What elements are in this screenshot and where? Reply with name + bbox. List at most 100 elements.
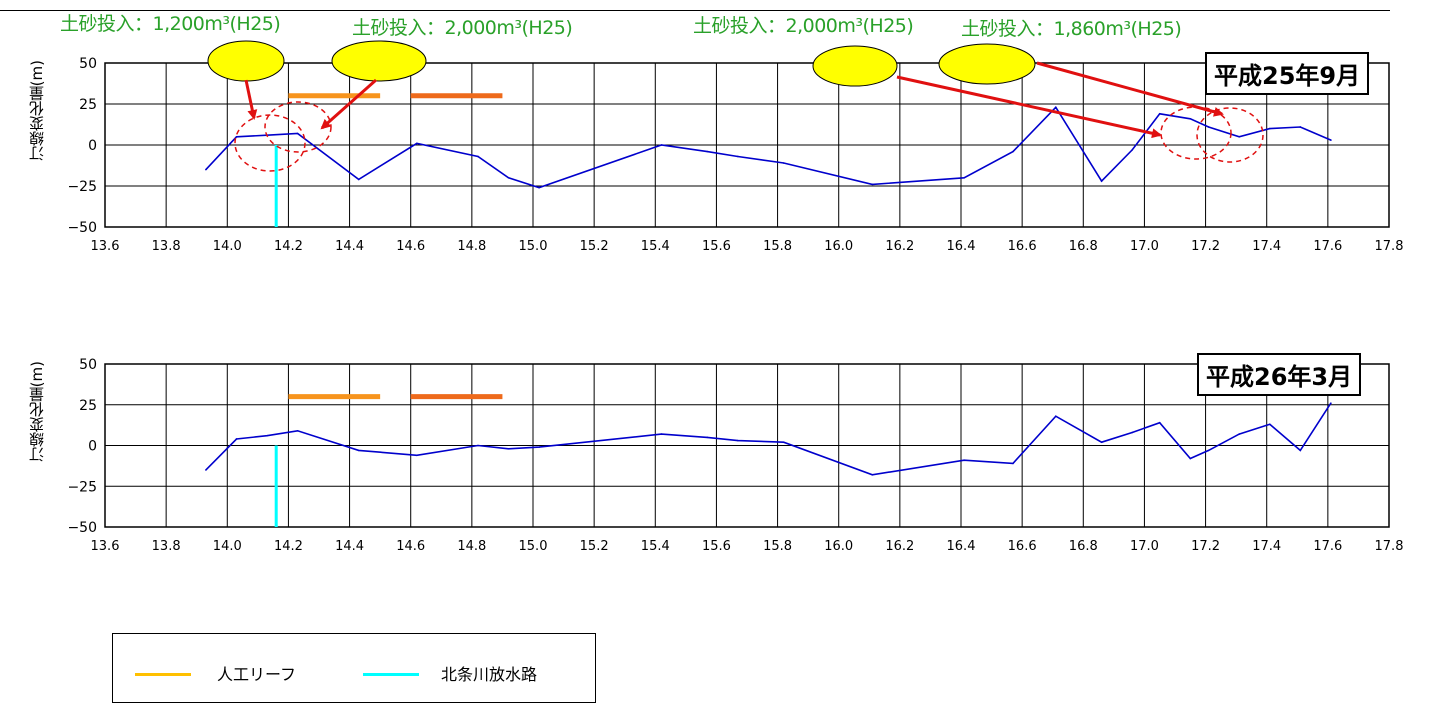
data-point [782, 162, 785, 164]
x-tick-label: 15.6 [702, 539, 731, 554]
data-point [296, 430, 299, 432]
x-tick-label: 14.8 [457, 239, 486, 254]
x-tick-label: 16.8 [1069, 539, 1098, 554]
placement-arrow [320, 78, 377, 130]
sand-placement-ellipse [812, 45, 898, 87]
data-point [1238, 136, 1240, 138]
y-axis-label: 汀線変化量(m) [28, 60, 46, 162]
plot-frame [104, 62, 1390, 228]
data-point [1268, 423, 1271, 426]
x-tick-label: 17.8 [1375, 539, 1404, 554]
x-tick-label: 16.0 [824, 239, 853, 254]
data-point [1131, 149, 1133, 151]
y-tick-label: 25 [79, 398, 97, 414]
data-point [871, 474, 874, 476]
data-point [1207, 126, 1210, 128]
y-tick-label: 25 [79, 97, 97, 113]
data-point [871, 183, 874, 186]
data-point [1330, 139, 1332, 141]
x-tick-label: 14.8 [457, 539, 486, 554]
x-tick-label: 15.8 [763, 239, 792, 254]
data-point [235, 136, 238, 138]
shoreline-change-line [205, 402, 1332, 476]
data-point [205, 168, 207, 171]
data-point [660, 433, 663, 435]
legend-reef-swatch [135, 673, 191, 676]
x-tick-label: 16.2 [885, 539, 914, 554]
x-tick-label: 15.4 [641, 539, 670, 554]
x-tick-label: 17.4 [1252, 239, 1281, 254]
x-tick-label: 16.6 [1008, 539, 1037, 554]
legend-outfall-swatch [363, 673, 419, 676]
data-point [507, 177, 510, 179]
x-tick-label: 17.6 [1313, 239, 1342, 254]
chart-h25-09: 13.6 13.8 14.0 14.2 14.4 14.6 14.8 15.0 15.2 15.4… [67, 56, 1403, 254]
x-tick-label: 14.6 [396, 239, 425, 254]
data-point [477, 444, 479, 447]
data-point [1238, 433, 1240, 435]
y-tick-label: −25 [67, 179, 97, 195]
data-point [477, 155, 479, 158]
x-tick-label: 16.8 [1069, 239, 1098, 254]
data-point [1054, 106, 1057, 109]
x-tick-label: 13.8 [152, 239, 181, 254]
legend: 人工リーフ 北条川放水路 [112, 633, 596, 703]
y-tick-label: 50 [79, 56, 97, 72]
chart-h26-03: 13.6 13.8 14.0 14.2 14.4 14.6 14.8 15.0 15.2 15.4… [67, 357, 1403, 554]
data-point [782, 441, 785, 444]
data-point [296, 132, 299, 135]
sand-placement-note: 土砂投入：2,000m³(H25) [693, 15, 914, 37]
y-axis-label: 汀線変化量(m) [28, 361, 46, 463]
placement-arrow [244, 79, 258, 120]
data-point [1100, 180, 1103, 182]
data-point [416, 142, 418, 145]
x-tick-label: 17.6 [1313, 539, 1342, 554]
x-tick-label: 15.0 [519, 239, 548, 254]
data-point [963, 177, 965, 179]
x-tick-label: 17.4 [1252, 539, 1281, 554]
x-tick-label: 15.6 [702, 239, 731, 254]
data-point [1207, 449, 1210, 452]
plot-frame [104, 363, 1390, 528]
data-point [1158, 113, 1161, 115]
data-point [1189, 117, 1192, 120]
legend-outfall-label: 北条川放水路 [441, 665, 538, 684]
data-point [737, 155, 739, 158]
y-tick-label: 0 [88, 439, 97, 455]
target-area-circle [234, 114, 306, 172]
y-tick-label: −50 [67, 220, 97, 236]
x-tick-label: 15.2 [580, 239, 609, 254]
data-point [538, 446, 540, 448]
data-point [205, 469, 207, 471]
x-tick-label: 15.0 [519, 539, 548, 554]
data-point [416, 454, 418, 457]
x-tick-label: 14.2 [274, 539, 303, 554]
data-point [963, 459, 965, 461]
sand-placement-ellipse [331, 40, 427, 82]
x-tick-label: 15.8 [763, 539, 792, 554]
x-tick-label: 13.8 [152, 539, 181, 554]
x-tick-label: 15.4 [641, 239, 670, 254]
sand-placement-note: 土砂投入：2,000m³(H25) [352, 17, 573, 39]
x-tick-label: 14.4 [335, 239, 364, 254]
x-tick-label: 16.0 [824, 539, 853, 554]
data-point [737, 439, 739, 442]
x-tick-label: 14.0 [213, 539, 242, 554]
x-tick-label: 14.2 [274, 239, 303, 254]
sand-placement-ellipse [207, 40, 285, 82]
data-point [660, 144, 663, 146]
data-point [1012, 150, 1014, 153]
x-tick-label: 14.6 [396, 539, 425, 554]
data-point [1330, 402, 1332, 404]
x-tick-label: 17.8 [1375, 239, 1404, 254]
data-point [1299, 126, 1302, 128]
x-tick-label: 16.4 [947, 539, 976, 554]
data-point [1131, 431, 1133, 434]
data-point [538, 186, 540, 189]
data-point [507, 447, 510, 450]
sand-placement-overlay [207, 40, 1264, 172]
data-point [235, 438, 238, 440]
period-label: 平成25年9月 [1205, 52, 1370, 95]
data-point [1299, 449, 1302, 452]
